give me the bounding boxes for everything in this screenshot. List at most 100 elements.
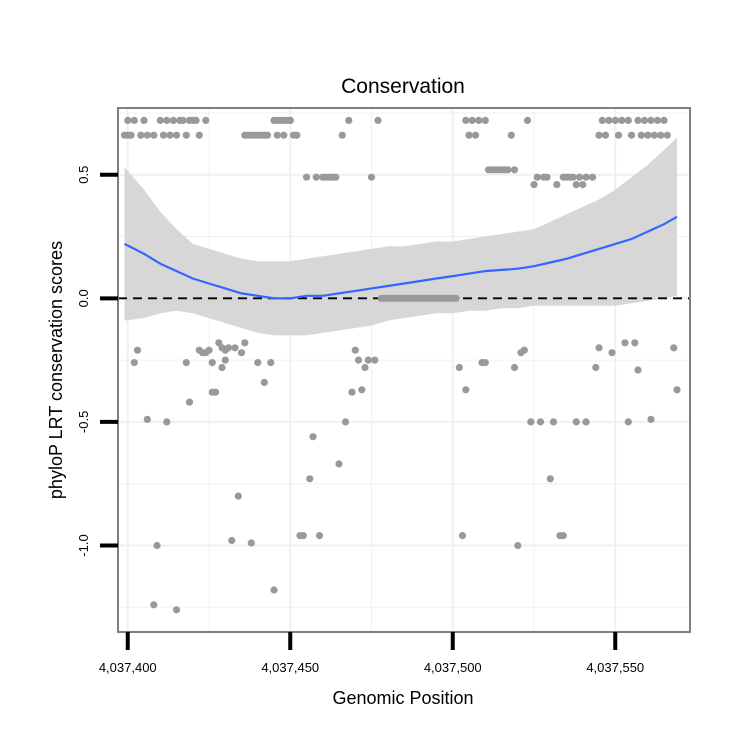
data-point bbox=[481, 359, 489, 367]
data-point bbox=[647, 116, 655, 124]
data-point bbox=[650, 131, 658, 139]
data-point bbox=[507, 131, 515, 139]
data-point bbox=[468, 116, 476, 124]
data-point bbox=[309, 433, 317, 441]
data-point bbox=[299, 532, 307, 540]
data-point bbox=[270, 586, 278, 594]
data-point bbox=[510, 166, 519, 174]
data-point bbox=[338, 131, 346, 139]
x-axis-title: Genomic Position bbox=[332, 688, 473, 708]
data-point bbox=[228, 536, 236, 545]
data-point bbox=[361, 363, 369, 372]
data-point bbox=[481, 116, 489, 124]
x-axis: 4,037,400 4,037,450 4,037,500 4,037,550 bbox=[99, 632, 644, 675]
data-point bbox=[205, 346, 213, 354]
data-point bbox=[140, 116, 148, 124]
smooth-line-group bbox=[124, 215, 678, 300]
data-point bbox=[634, 116, 642, 124]
y-axis: 0.5 0.0 -0.5 -1.0 bbox=[76, 166, 118, 557]
data-point bbox=[371, 356, 379, 364]
data-point bbox=[182, 131, 190, 139]
data-point bbox=[163, 116, 171, 124]
data-point bbox=[608, 349, 616, 357]
confidence-band bbox=[124, 137, 677, 336]
data-point bbox=[172, 606, 181, 614]
data-point bbox=[143, 415, 151, 423]
data-point bbox=[260, 378, 268, 386]
data-point bbox=[624, 418, 632, 426]
data-point bbox=[462, 386, 470, 394]
data-point bbox=[549, 418, 558, 426]
data-point bbox=[348, 388, 356, 396]
data-point bbox=[354, 356, 363, 364]
data-point bbox=[211, 388, 220, 396]
data-point bbox=[530, 181, 538, 189]
data-point bbox=[533, 173, 541, 181]
data-point bbox=[306, 475, 314, 483]
data-point bbox=[601, 131, 610, 139]
data-point bbox=[130, 116, 138, 124]
data-point bbox=[618, 116, 626, 124]
data-point bbox=[569, 173, 577, 181]
data-point bbox=[605, 116, 613, 124]
data-point bbox=[663, 131, 671, 139]
y-axis-title: phyloP LRT conservation scores bbox=[46, 241, 66, 499]
data-point bbox=[455, 363, 463, 372]
data-point bbox=[582, 173, 590, 181]
data-point bbox=[462, 116, 470, 124]
plot-panel-background bbox=[118, 108, 690, 632]
data-point bbox=[169, 116, 177, 124]
data-point bbox=[588, 173, 597, 181]
data-point bbox=[195, 131, 203, 139]
data-point bbox=[631, 339, 639, 347]
data-point bbox=[182, 359, 190, 367]
data-point bbox=[367, 173, 376, 181]
data-point bbox=[153, 541, 161, 550]
data-point bbox=[634, 366, 642, 374]
data-point bbox=[546, 475, 554, 483]
y-tick-label: 0.5 bbox=[76, 166, 91, 184]
data-point bbox=[553, 181, 561, 189]
data-point bbox=[172, 131, 181, 139]
data-point bbox=[520, 346, 528, 354]
data-point bbox=[202, 116, 210, 124]
data-point bbox=[364, 356, 372, 364]
data-point bbox=[286, 116, 294, 124]
data-point bbox=[267, 359, 275, 367]
data-point bbox=[647, 415, 655, 423]
data-point bbox=[471, 131, 480, 139]
data-point bbox=[254, 359, 262, 367]
data-point bbox=[302, 173, 311, 181]
data-point bbox=[579, 181, 587, 189]
data-point bbox=[341, 418, 350, 426]
data-point bbox=[614, 131, 623, 139]
data-point bbox=[627, 131, 636, 139]
data-point bbox=[231, 344, 239, 352]
data-point bbox=[163, 418, 171, 426]
x-tick-label: 4,037,400 bbox=[99, 660, 157, 675]
plot-panel-border bbox=[117, 107, 691, 633]
data-points bbox=[120, 116, 681, 614]
data-point bbox=[150, 131, 158, 139]
data-point bbox=[611, 116, 619, 124]
data-point bbox=[335, 460, 343, 468]
data-point bbox=[273, 131, 281, 139]
data-point bbox=[358, 386, 366, 394]
data-point bbox=[523, 116, 532, 124]
data-point bbox=[179, 116, 187, 124]
data-point bbox=[621, 339, 629, 347]
data-point bbox=[312, 173, 320, 181]
data-point bbox=[130, 359, 138, 367]
data-point bbox=[458, 532, 467, 540]
data-point bbox=[137, 131, 145, 139]
data-point bbox=[514, 541, 522, 550]
data-point bbox=[595, 131, 603, 139]
chart-title: Conservation bbox=[341, 75, 465, 98]
data-point bbox=[247, 539, 255, 547]
smooth-line bbox=[124, 215, 678, 300]
data-point bbox=[624, 116, 632, 124]
data-point bbox=[224, 344, 233, 352]
data-point bbox=[332, 173, 340, 181]
data-point bbox=[124, 116, 132, 124]
